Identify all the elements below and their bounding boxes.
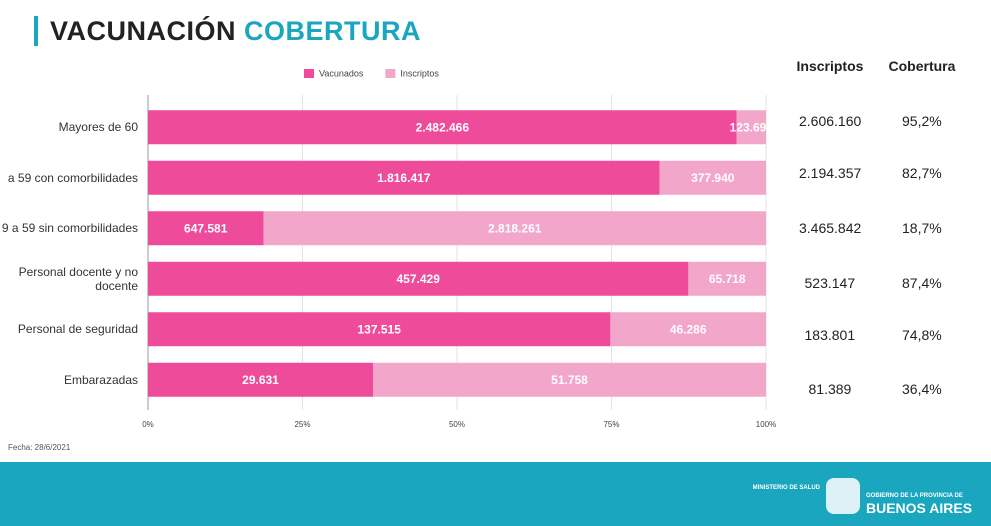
value-label: 647.581 <box>184 221 228 235</box>
bar-segment <box>263 211 766 246</box>
category-label: Embarazadas <box>63 372 138 387</box>
category-label: 9 a 59 sin comorbilidades <box>1 221 138 236</box>
table-cell: 74,8% <box>902 327 942 343</box>
title-highlight: COBERTURA <box>244 16 422 46</box>
bar-segment <box>148 211 264 246</box>
legend-swatch <box>385 69 396 78</box>
value-label: 123.694 <box>730 120 774 134</box>
table-cell: 523.147 <box>804 275 856 291</box>
table-cell: 2.606.160 <box>799 113 862 129</box>
province-emblem <box>826 478 860 514</box>
value-label: 29.631 <box>242 373 279 387</box>
table-cell: 82,7% <box>902 165 942 181</box>
value-label: 2.818.261 <box>488 221 542 235</box>
table-header: Inscriptos <box>796 58 864 74</box>
accent-bar <box>34 16 38 46</box>
bar-segment <box>148 362 373 397</box>
table-cell: 87,4% <box>902 275 942 291</box>
value-label: 1.816.417 <box>377 171 431 185</box>
table-cell: 183.801 <box>804 327 856 343</box>
category-label: Personal de seguridad <box>17 322 138 337</box>
legend-label: Inscriptos <box>400 68 439 78</box>
bar-segment <box>736 110 766 145</box>
bar-segment <box>372 362 766 397</box>
table-cell: 18,7% <box>902 220 942 236</box>
province-name: BUENOS AIRES <box>866 500 973 516</box>
bar-segment <box>148 261 689 296</box>
value-label: 457.429 <box>396 272 440 286</box>
table-header: Cobertura <box>888 58 956 74</box>
bar-segment <box>610 312 766 347</box>
value-label: 51.758 <box>551 373 588 387</box>
value-label: 137.515 <box>357 322 401 336</box>
legend-swatch <box>304 69 314 78</box>
bar-segment <box>659 160 766 195</box>
x-tick-label: 50% <box>449 420 465 429</box>
x-tick-label: 100% <box>756 420 776 429</box>
value-label: 65.718 <box>709 272 746 286</box>
category-label: Personal docente y no docente <box>18 264 138 293</box>
x-tick-label: 25% <box>294 420 310 429</box>
legend-label: Vacunados <box>319 68 364 78</box>
value-label: 2.482.466 <box>416 120 470 134</box>
bar-segment <box>148 312 611 347</box>
category-label: Mayores de 60 <box>58 120 138 135</box>
gov-line: GOBIERNO DE LA PROVINCIA DE <box>866 493 963 499</box>
bar-segment <box>148 110 737 145</box>
table-cell: 3.465.842 <box>799 220 862 236</box>
ministry: MINISTERIO DE SALUD <box>752 485 820 491</box>
footer-band: MINISTERIO DE SALUD GOBIERNO DE LA PROVI… <box>0 462 991 526</box>
category-label: a 59 con comorbilidades <box>7 170 138 185</box>
x-tick-label: 0% <box>142 420 154 429</box>
value-label: 377.940 <box>691 171 735 185</box>
bar-segment <box>148 160 660 195</box>
table-cell: 81.389 <box>808 381 852 397</box>
date-note: Fecha: 28/6/2021 <box>8 443 71 452</box>
x-tick-label: 75% <box>603 420 619 429</box>
table-cell: 95,2% <box>902 113 942 129</box>
title-main: VACUNACIÓN <box>50 16 236 46</box>
table-cell: 2.194.357 <box>799 165 862 181</box>
value-label: 46.286 <box>670 322 707 336</box>
table-cell: 36,4% <box>902 381 942 397</box>
title: VACUNACIÓN COBERTURA <box>50 16 421 47</box>
bar-segment <box>688 261 766 296</box>
